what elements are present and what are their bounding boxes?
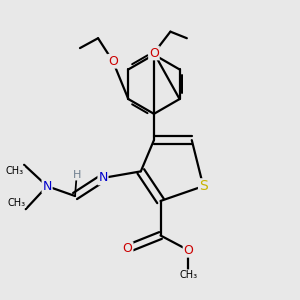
- Text: H: H: [73, 170, 81, 180]
- Text: N: N: [42, 180, 52, 193]
- Text: CH₃: CH₃: [179, 270, 197, 280]
- Text: S: S: [199, 179, 208, 193]
- Text: O: O: [184, 244, 194, 257]
- Text: N: N: [98, 171, 108, 184]
- Text: CH₃: CH₃: [6, 167, 24, 176]
- Text: O: O: [108, 55, 118, 68]
- Text: CH₃: CH₃: [8, 197, 26, 208]
- Text: O: O: [123, 242, 133, 255]
- Text: O: O: [149, 46, 159, 59]
